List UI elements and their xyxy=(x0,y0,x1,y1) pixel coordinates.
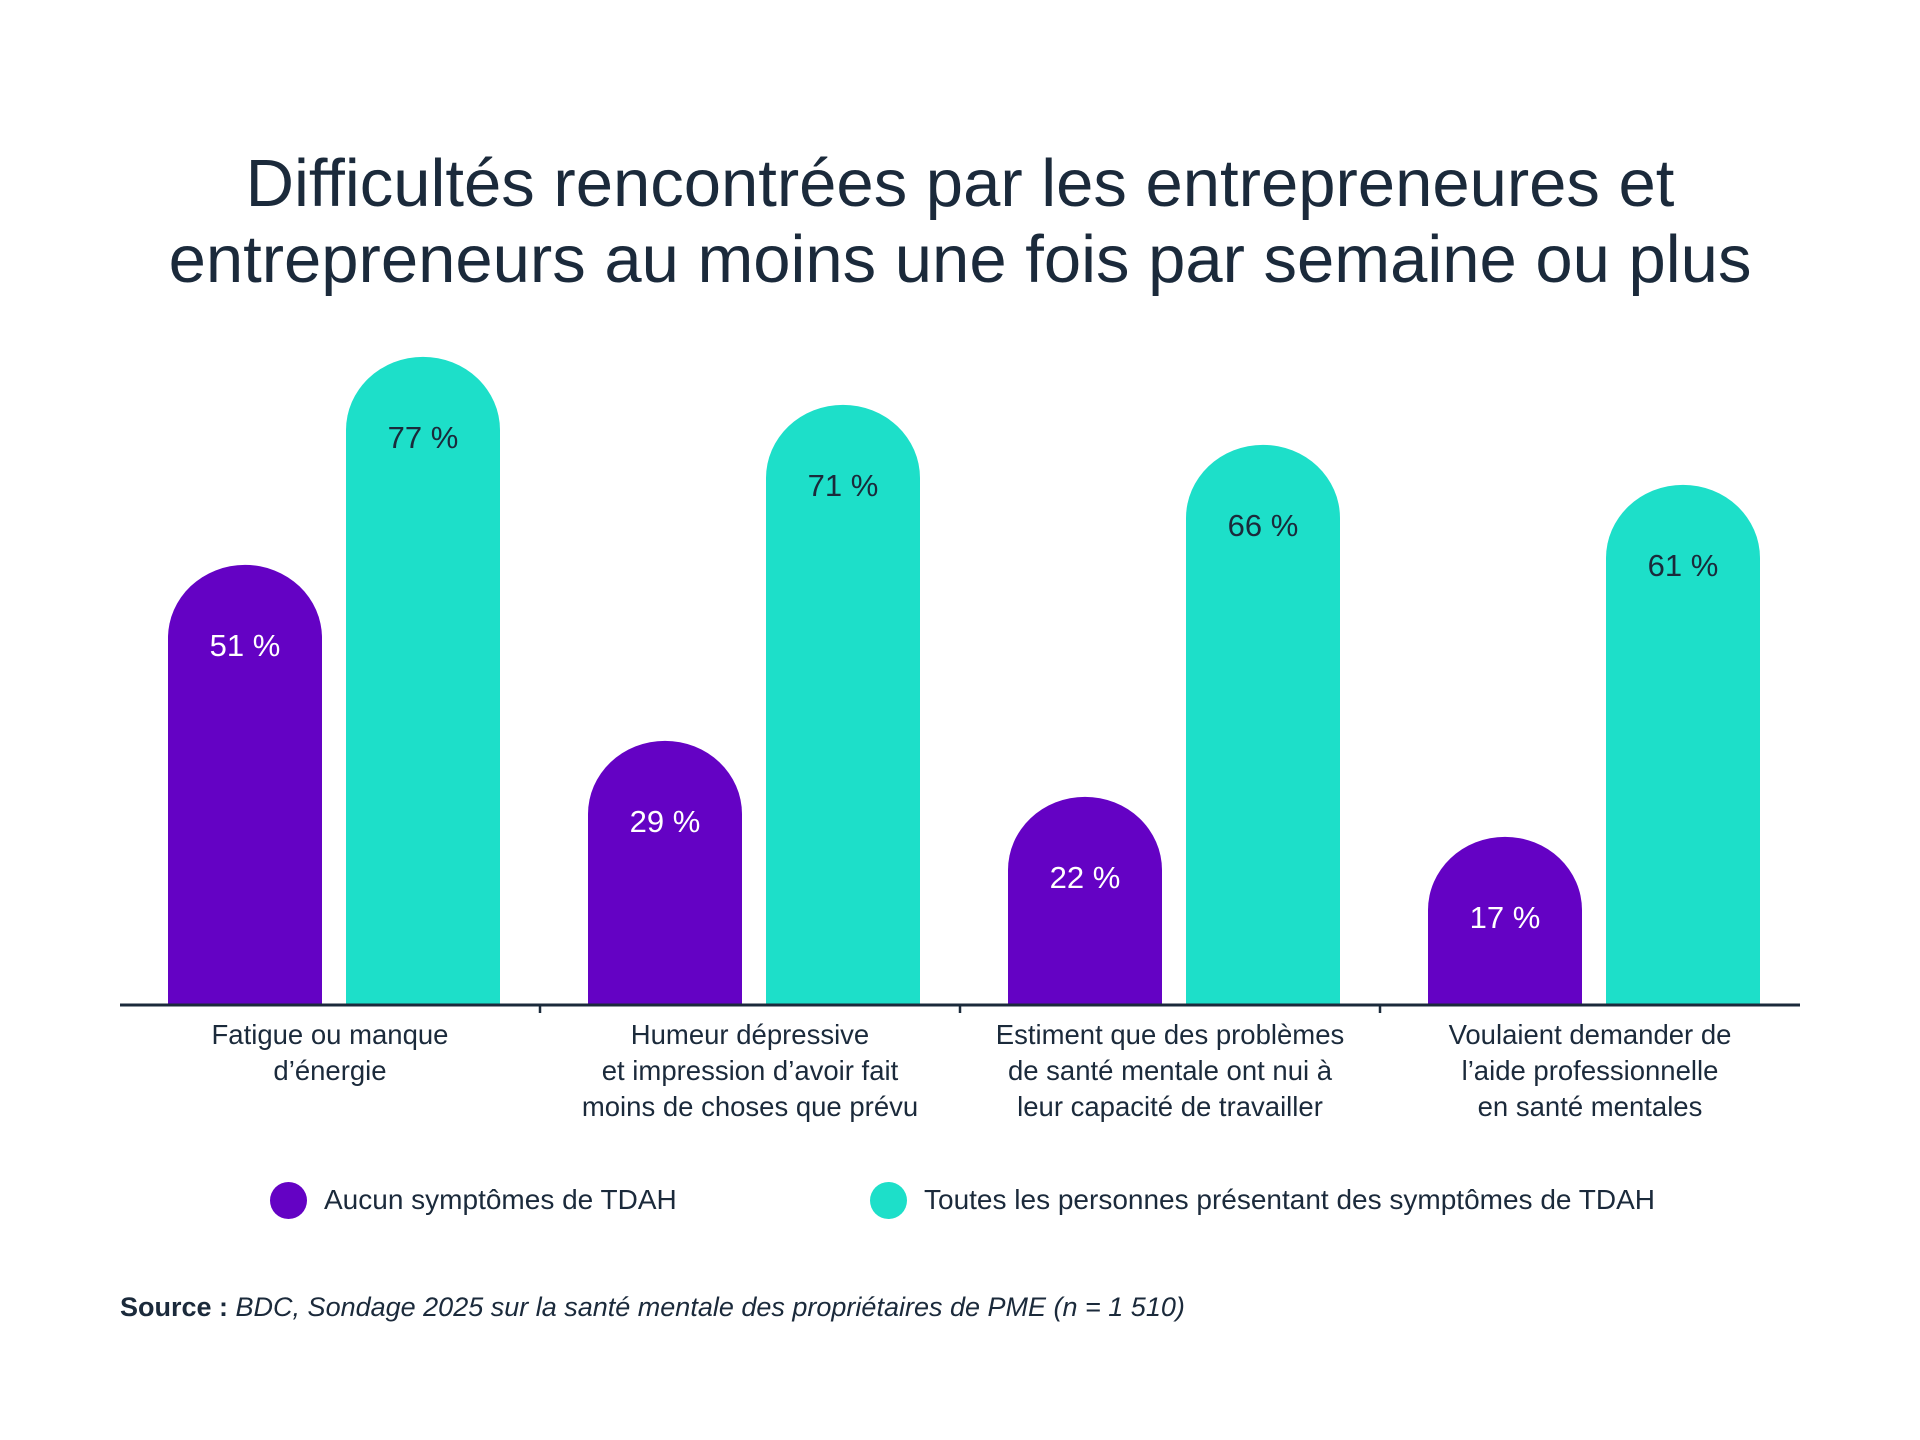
legend-swatch-no-symptoms xyxy=(270,1181,307,1219)
bar-no-symptoms-2 xyxy=(588,740,742,1004)
category-label-line: Fatigue ou manque xyxy=(212,1019,449,1050)
bar-value-label-with-symptoms-4: 61 % xyxy=(1648,548,1719,583)
legend: Aucun symptômes de TDAH Toutes les perso… xyxy=(0,1180,1920,1220)
bar-value-label-with-symptoms-1: 77 % xyxy=(388,420,459,455)
bar-with-symptoms-4 xyxy=(1606,484,1760,1004)
bar-with-symptoms-2 xyxy=(766,404,920,1004)
chart-title: Difficultés rencontrées par les entrepre… xyxy=(0,146,1920,298)
bar-chart: 51 % 77 % 29 % 71 % 22 % 66 % 17 % 61 % Fatigue… xyxy=(120,356,1800,1122)
category-label-2: Humeur dépressive et impression d’avoir f… xyxy=(582,1019,918,1122)
legend-item-with-symptoms: Toutes les personnes présentant des symp… xyxy=(870,1180,1655,1220)
category-label-line: Humeur dépressive xyxy=(631,1019,869,1050)
legend-swatch-with-symptoms xyxy=(870,1181,907,1219)
category-label-1: Fatigue ou manque d’énergie xyxy=(212,1019,449,1086)
category-label-4: Voulaient demander de l’aide professionne… xyxy=(1449,1019,1732,1122)
x-axis xyxy=(120,1003,1800,1013)
category-label-3: Estiment que des problèmes de santé menta… xyxy=(996,1019,1345,1122)
bars-layer: 51 % 77 % 29 % 71 % 22 % 66 % 17 % 61 % xyxy=(168,356,1760,1005)
category-label-line: Voulaient demander de xyxy=(1449,1019,1732,1050)
source-text: BDC, Sondage 2025 sur la santé mentale d… xyxy=(235,1292,1185,1322)
source-note: Source : BDC, Sondage 2025 sur la santé … xyxy=(120,1292,1185,1323)
category-label-line: Estiment que des problèmes xyxy=(996,1019,1345,1050)
legend-label-with-symptoms: Toutes les personnes présentant des symp… xyxy=(924,1184,1655,1215)
bar-no-symptoms-4 xyxy=(1428,836,1582,1004)
bar-with-symptoms-1 xyxy=(346,356,500,1005)
category-label-line: en santé mentales xyxy=(1478,1091,1703,1122)
category-label-line: et impression d’avoir fait xyxy=(602,1055,899,1086)
category-labels: Fatigue ou manque d’énergie Humeur dépress… xyxy=(212,1019,1732,1122)
chart-title-line-1: Difficultés rencontrées par les entrepre… xyxy=(245,146,1675,221)
chart-title-line-2: entrepreneurs au moins une fois par sema… xyxy=(168,222,1752,297)
bar-value-label-with-symptoms-3: 66 % xyxy=(1228,508,1299,543)
legend-label-no-symptoms: Aucun symptômes de TDAH xyxy=(324,1184,677,1215)
category-label-line: d’énergie xyxy=(273,1055,386,1086)
legend-item-no-symptoms: Aucun symptômes de TDAH xyxy=(270,1180,677,1220)
source-prefix: Source : xyxy=(120,1292,229,1322)
bar-with-symptoms-3 xyxy=(1186,444,1340,1004)
bar-value-label-no-symptoms-4: 17 % xyxy=(1470,900,1541,935)
category-label-line: l’aide professionnelle xyxy=(1462,1055,1719,1086)
category-label-line: de santé mentale ont nui à xyxy=(1008,1055,1333,1086)
bar-value-label-with-symptoms-2: 71 % xyxy=(808,468,879,503)
category-label-line: moins de choses que prévu xyxy=(582,1091,918,1122)
bar-value-label-no-symptoms-3: 22 % xyxy=(1050,860,1121,895)
bar-value-label-no-symptoms-1: 51 % xyxy=(210,628,281,663)
category-label-line: leur capacité de travailler xyxy=(1017,1091,1323,1122)
bar-no-symptoms-3 xyxy=(1008,796,1162,1004)
bar-no-symptoms-1 xyxy=(168,564,322,1004)
bar-value-label-no-symptoms-2: 29 % xyxy=(630,804,701,839)
